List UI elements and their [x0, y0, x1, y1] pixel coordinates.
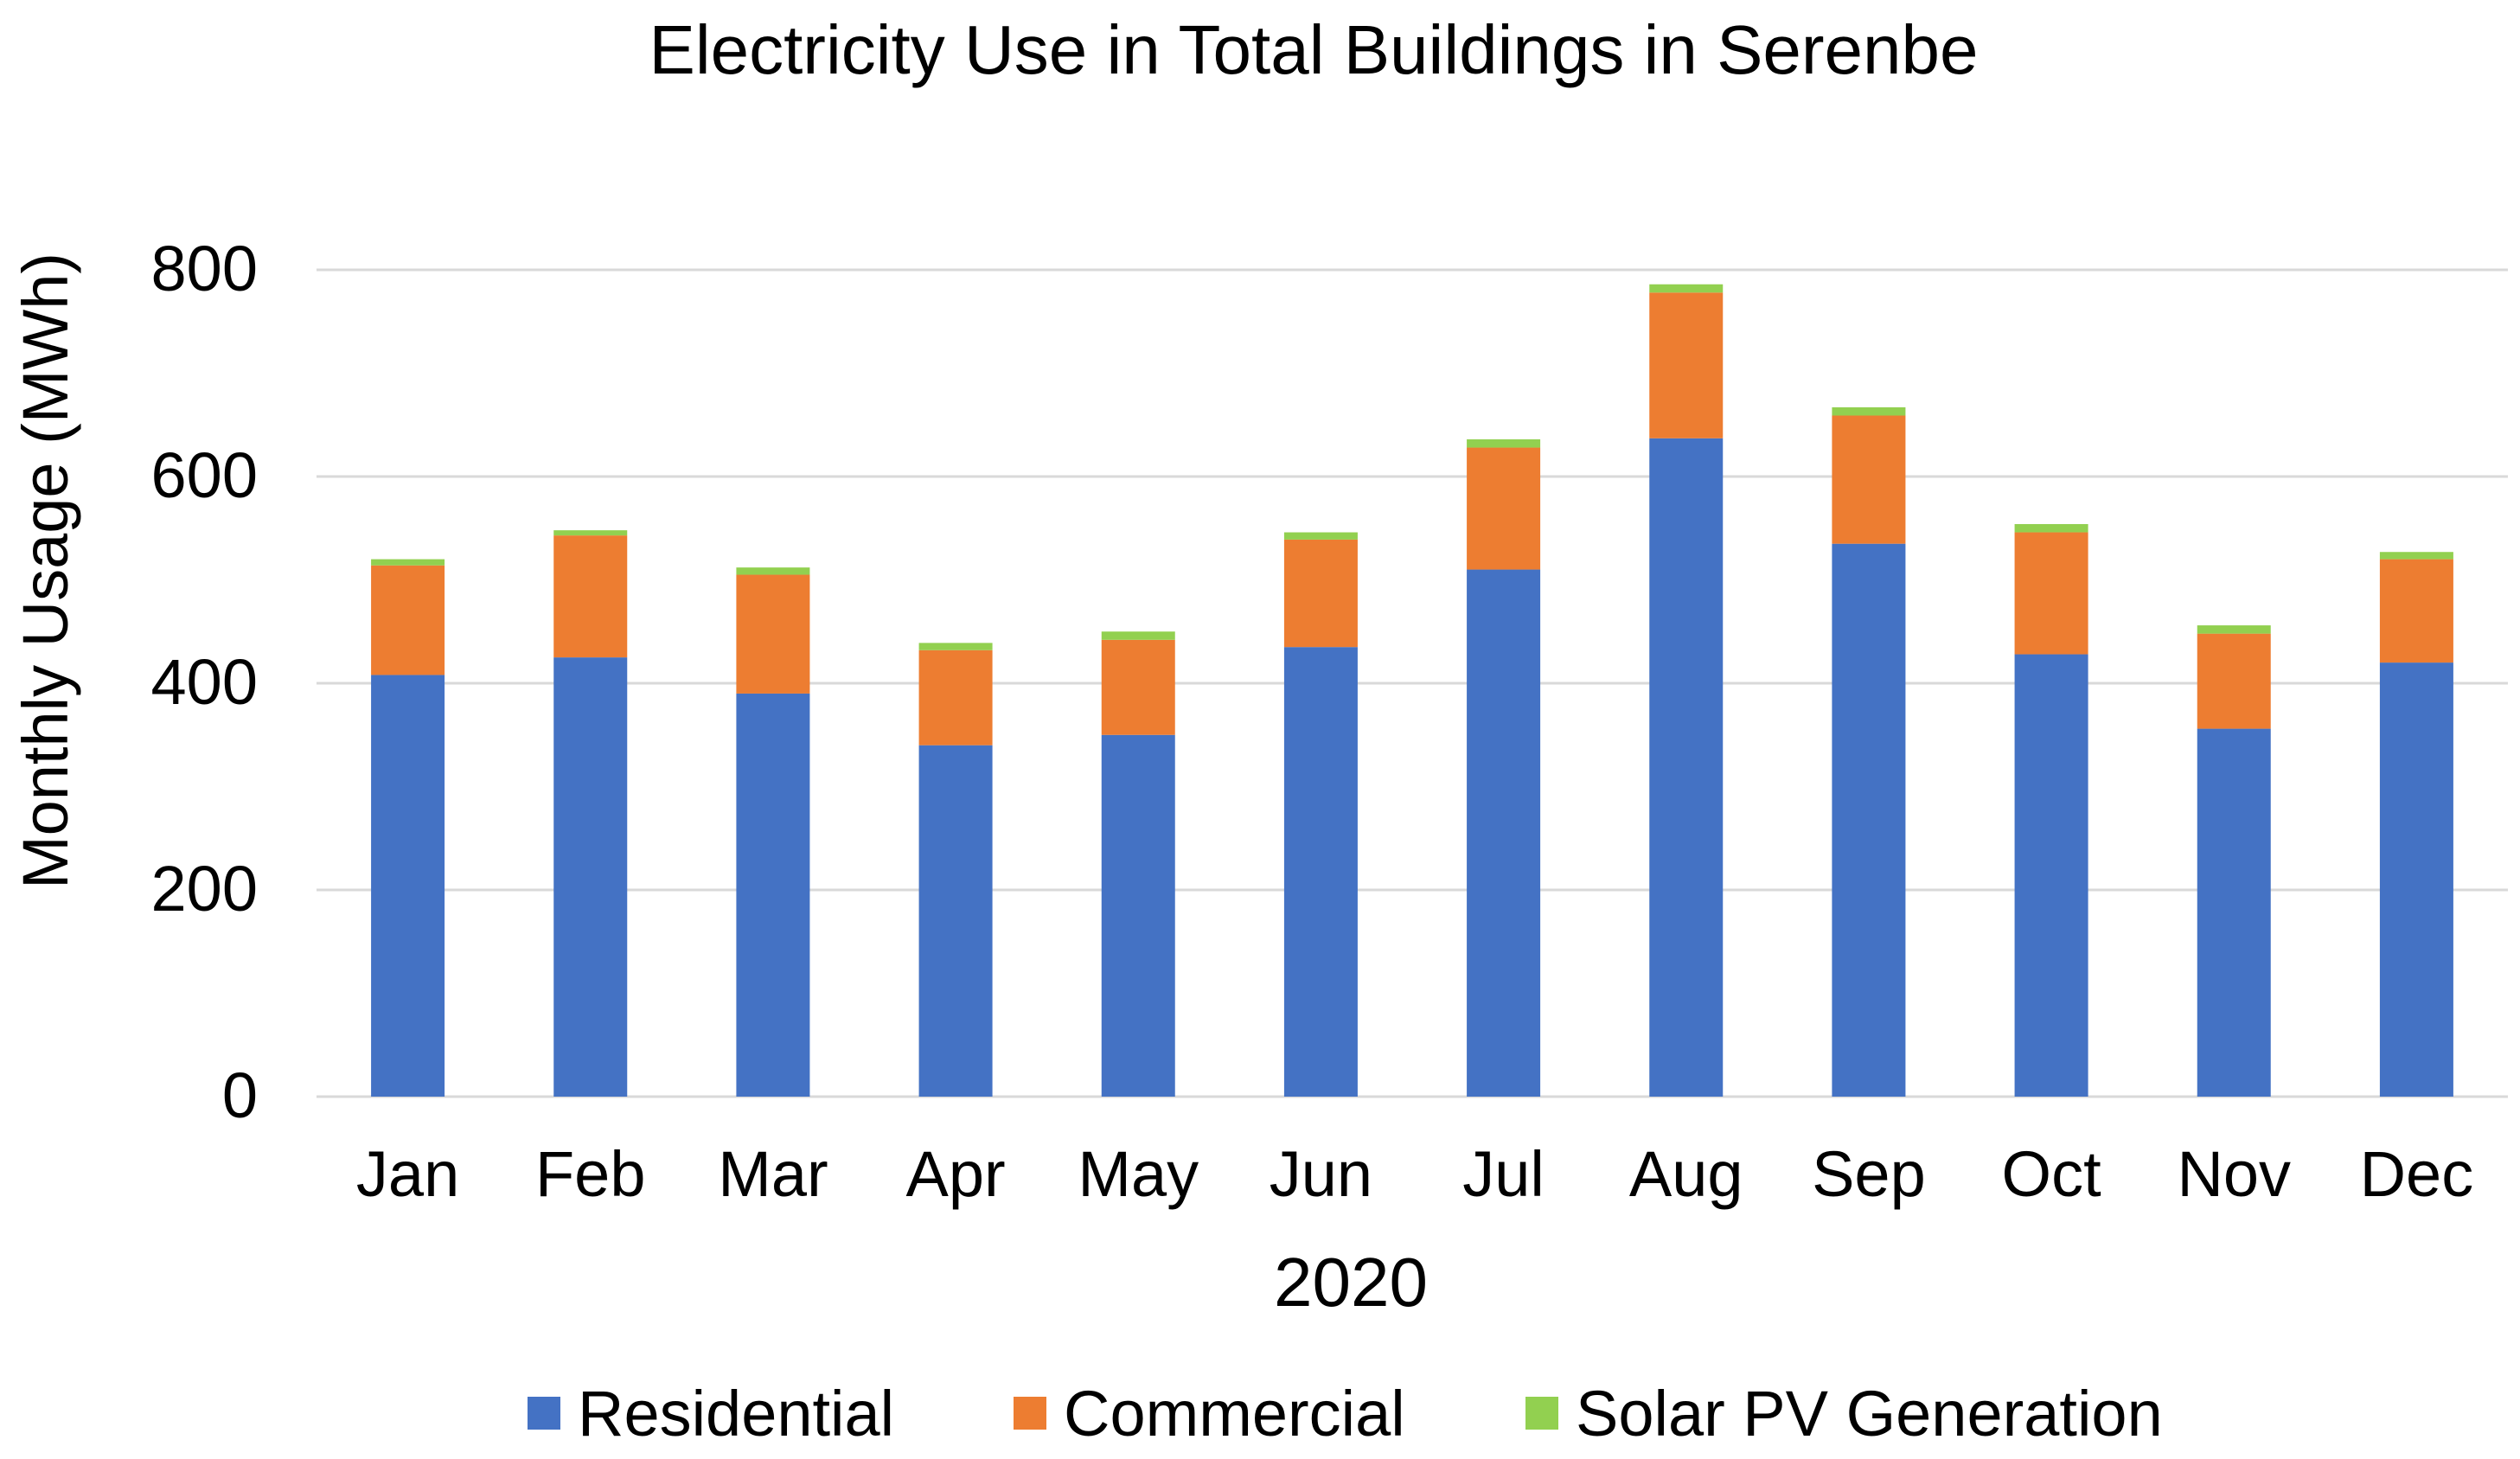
legend-swatch	[1525, 1397, 1558, 1430]
x-tick-label: May	[1078, 1138, 1199, 1210]
bar-solar-pv-generation-oct	[2014, 523, 2088, 533]
bar-solar-pv-generation-aug	[1649, 284, 1724, 293]
x-tick-label: Aug	[1629, 1138, 1743, 1210]
y-axis-tick-labels: 0 200 400 600 800	[151, 233, 258, 1131]
bar-residential-may	[1101, 734, 1175, 1097]
bar-commercial-may	[1101, 639, 1175, 735]
x-tick-label: Apr	[906, 1138, 1006, 1210]
legend-swatch	[1014, 1397, 1046, 1430]
bar-solar-pv-generation-feb	[553, 530, 628, 536]
x-axis-label: 2020	[1274, 1244, 1428, 1321]
bar-solar-pv-generation-dec	[2379, 552, 2453, 560]
bar-commercial-dec	[2379, 559, 2453, 663]
legend: Residential Commercial Solar PV Generation	[528, 1378, 2163, 1449]
x-tick-label: Sep	[1812, 1138, 1926, 1210]
y-axis-label: Monthly Usage (MWh)	[10, 253, 81, 889]
bar-commercial-mar	[736, 574, 810, 694]
bar-residential-feb	[553, 657, 628, 1097]
x-tick-label: Jul	[1462, 1138, 1545, 1210]
y-tick-label: 0	[222, 1059, 258, 1131]
bar-commercial-jul	[1467, 447, 1541, 570]
x-axis-tick-labels: Jan Feb Mar Apr May Jun Jul Aug Sep Oct Nov Dec	[356, 1138, 2473, 1210]
bar-solar-pv-generation-nov	[2197, 625, 2271, 634]
legend-swatch	[528, 1397, 560, 1430]
bar-residential-sep	[1832, 543, 1906, 1097]
bar-residential-jan	[371, 675, 445, 1097]
x-tick-label: Nov	[2177, 1138, 2291, 1210]
bar-solar-pv-generation-jan	[371, 559, 445, 566]
bar-commercial-oct	[2014, 532, 2088, 655]
bar-residential-jun	[1283, 647, 1358, 1097]
bar-residential-nov	[2197, 728, 2271, 1097]
bar-solar-pv-generation-mar	[736, 567, 810, 575]
bar-solar-pv-generation-apr	[918, 643, 993, 650]
x-tick-label: Feb	[535, 1138, 646, 1210]
y-tick-label: 600	[151, 439, 258, 511]
x-tick-label: Dec	[2360, 1138, 2474, 1210]
bar-residential-oct	[2014, 654, 2088, 1097]
x-tick-label: Oct	[2002, 1138, 2102, 1210]
bar-commercial-apr	[918, 650, 993, 745]
bar-solar-pv-generation-may	[1101, 631, 1175, 640]
bar-commercial-aug	[1649, 292, 1724, 438]
y-tick-label: 400	[151, 646, 258, 718]
bar-solar-pv-generation-sep	[1832, 406, 1906, 416]
bar-commercial-nov	[2197, 633, 2271, 729]
y-tick-label: 800	[151, 233, 258, 304]
legend-label: Residential	[578, 1378, 894, 1449]
bar-commercial-jan	[371, 565, 445, 675]
bar-residential-dec	[2379, 662, 2453, 1097]
bar-residential-aug	[1649, 438, 1724, 1097]
bar-commercial-feb	[553, 535, 628, 658]
bar-solar-pv-generation-jun	[1283, 532, 1358, 540]
bar-residential-apr	[918, 745, 993, 1097]
bar-residential-jul	[1467, 569, 1541, 1097]
x-tick-label: Jun	[1270, 1138, 1372, 1210]
bar-commercial-sep	[1832, 415, 1906, 544]
bar-solar-pv-generation-jul	[1467, 438, 1541, 448]
bar-commercial-jun	[1283, 539, 1358, 648]
bars	[371, 284, 2453, 1097]
x-tick-label: Jan	[356, 1138, 459, 1210]
chart-title: Electricity Use in Total Buildings in Se…	[649, 11, 1978, 88]
gridlines	[317, 268, 2508, 1098]
legend-label: Commercial	[1064, 1378, 1405, 1449]
x-tick-label: Mar	[718, 1138, 828, 1210]
y-tick-label: 200	[151, 853, 258, 925]
legend-label: Solar PV Generation	[1576, 1378, 2163, 1449]
bar-residential-mar	[736, 693, 810, 1097]
